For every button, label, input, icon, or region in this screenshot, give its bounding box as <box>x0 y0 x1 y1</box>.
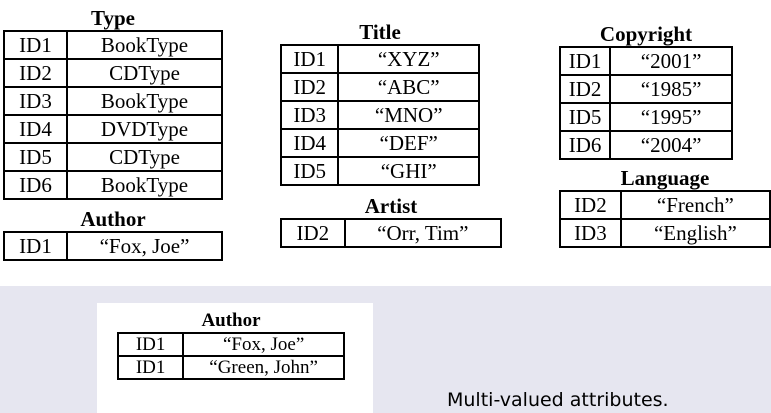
table-row: ID6 BookType <box>2 170 223 200</box>
value-cell: “XYZ” <box>337 44 480 74</box>
value-cell: BookType <box>66 86 223 116</box>
value-cell: CDType <box>66 142 223 172</box>
value-cell: “2001” <box>609 46 733 76</box>
table-row: ID2 “Orr, Tim” <box>280 218 503 248</box>
key-cell: ID1 <box>558 46 612 76</box>
table-row: ID1 BookType <box>2 30 223 60</box>
value-cell: “Orr, Tim” <box>343 218 503 248</box>
key-cell: ID6 <box>558 130 612 160</box>
value-cell: “ABC” <box>337 72 480 102</box>
table-row: ID3 “English” <box>559 218 771 248</box>
table-row: ID2 CDType <box>2 58 223 88</box>
key-cell: ID5 <box>279 156 340 186</box>
value-cell: “DEF” <box>337 128 480 158</box>
title-relation: Title ID1 “XYZ” ID2 “ABC” ID3 “MNO” ID4 “DEF… <box>279 20 480 186</box>
key-cell: ID1 <box>279 44 340 74</box>
key-cell: ID1 <box>2 30 69 60</box>
key-cell: ID2 <box>280 218 346 248</box>
table-title: Artist <box>364 194 418 218</box>
language-table: ID2 “French” ID3 “English” <box>559 190 771 248</box>
artist-table: ID2 “Orr, Tim” <box>280 218 503 248</box>
author-table: ID1 “Fox, Joe” <box>2 231 223 261</box>
table-row: ID3 BookType <box>2 86 223 116</box>
value-cell: “2004” <box>609 130 733 160</box>
table-row: ID1 “2001” <box>558 46 733 76</box>
key-cell: ID2 <box>279 72 340 102</box>
value-cell: “MNO” <box>337 100 480 130</box>
value-cell: “French” <box>619 190 771 220</box>
key-cell: ID4 <box>279 128 340 158</box>
key-cell: ID2 <box>559 190 622 220</box>
table-row: ID6 “2004” <box>558 130 733 160</box>
value-cell: “1985” <box>609 74 733 104</box>
key-cell: ID5 <box>2 142 69 172</box>
type-table: ID1 BookType ID2 CDType ID3 BookType ID4 DVD… <box>2 30 223 200</box>
title-table: ID1 “XYZ” ID2 “ABC” ID3 “MNO” ID4 “DEF” ID5 “… <box>279 44 480 186</box>
table-title: Type <box>91 6 135 30</box>
table-title: Author <box>201 310 261 331</box>
table-row: ID2 “ABC” <box>279 72 480 102</box>
language-relation: Language ID2 “French” ID3 “English” <box>559 166 771 248</box>
table-row: ID2 “1985” <box>558 74 733 104</box>
key-cell: ID1 <box>2 231 69 261</box>
key-cell: ID3 <box>559 218 622 248</box>
value-cell: BookType <box>66 30 223 60</box>
key-cell: ID1 <box>116 355 185 380</box>
key-cell: ID2 <box>2 58 69 88</box>
artist-relation: Artist ID2 “Orr, Tim” <box>280 194 503 248</box>
value-cell: BookType <box>66 170 223 200</box>
value-cell: “Fox, Joe” <box>182 332 345 357</box>
value-cell: “Fox, Joe” <box>66 231 223 261</box>
table-row: ID5 “1995” <box>558 102 733 132</box>
key-cell: ID1 <box>116 332 185 357</box>
table-row: ID1 “Fox, Joe” <box>116 332 345 357</box>
table-row: ID1 “Fox, Joe” <box>2 231 223 261</box>
value-cell: DVDType <box>66 114 223 144</box>
key-cell: ID4 <box>2 114 69 144</box>
table-row: ID1 “Green, John” <box>116 355 345 380</box>
copyright-table: ID1 “2001” ID2 “1985” ID5 “1995” ID6 “2004” <box>558 46 733 160</box>
table-title: Author <box>80 207 146 231</box>
value-cell: CDType <box>66 58 223 88</box>
caption: Multi-valued attributes. <box>447 389 669 411</box>
value-cell: “GHI” <box>337 156 480 186</box>
table-row: ID1 “XYZ” <box>279 44 480 74</box>
table-title: Language <box>620 166 710 190</box>
key-cell: ID2 <box>558 74 612 104</box>
table-title: Title <box>359 20 401 44</box>
table-row: ID2 “French” <box>559 190 771 220</box>
value-cell: “Green, John” <box>182 355 345 380</box>
key-cell: ID3 <box>2 86 69 116</box>
key-cell: ID6 <box>2 170 69 200</box>
table-title: Copyright <box>599 22 693 46</box>
value-cell: “English” <box>619 218 771 248</box>
key-cell: ID3 <box>279 100 340 130</box>
author-multivalued-table: ID1 “Fox, Joe” ID1 “Green, John” <box>116 332 345 380</box>
table-row: ID5 “GHI” <box>279 156 480 186</box>
key-cell: ID5 <box>558 102 612 132</box>
author-multivalued-relation: Author ID1 “Fox, Joe” ID1 “Green, John” <box>116 310 345 380</box>
type-relation: Type ID1 BookType ID2 CDType ID3 BookType I… <box>2 6 223 200</box>
author-relation: Author ID1 “Fox, Joe” <box>2 207 223 261</box>
table-row: ID4 DVDType <box>2 114 223 144</box>
table-row: ID5 CDType <box>2 142 223 172</box>
copyright-relation: Copyright ID1 “2001” ID2 “1985” ID5 “1995” … <box>558 22 733 160</box>
table-row: ID3 “MNO” <box>279 100 480 130</box>
table-row: ID4 “DEF” <box>279 128 480 158</box>
value-cell: “1995” <box>609 102 733 132</box>
